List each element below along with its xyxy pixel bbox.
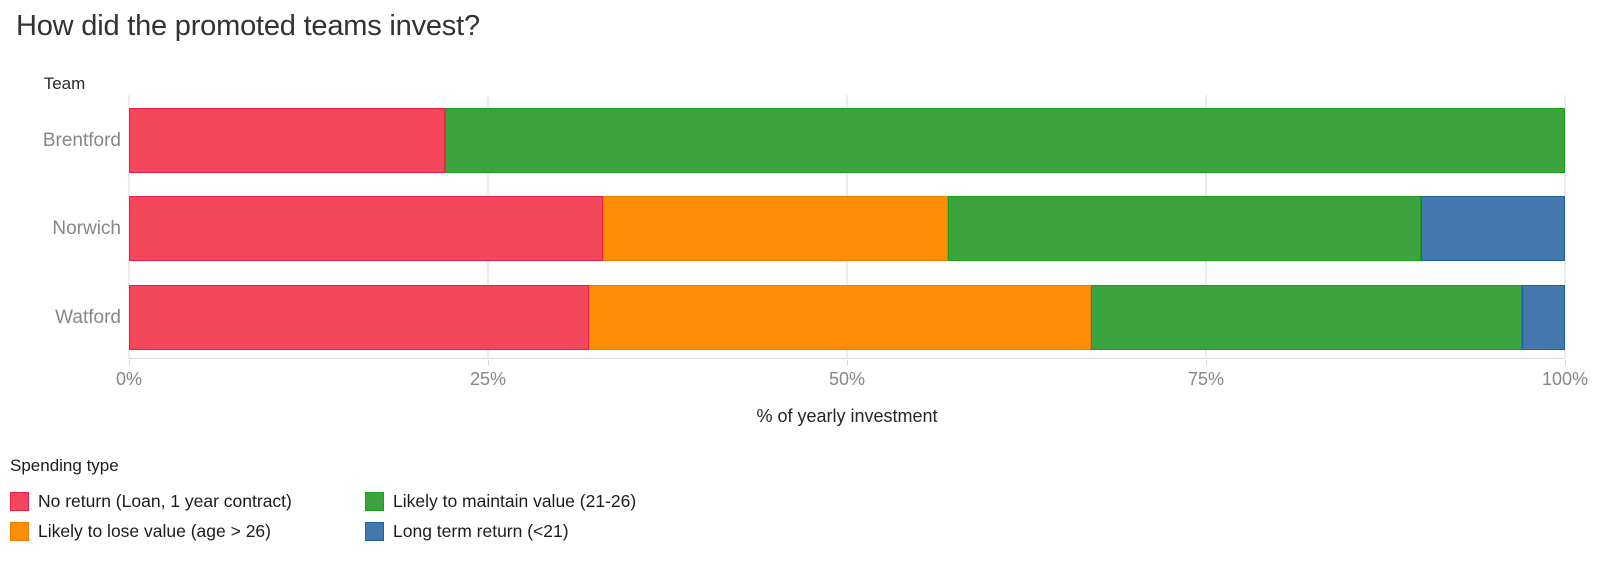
axis-tick-mark [1565,360,1566,366]
bar-segment[interactable] [602,196,948,261]
x-tick-label: 75% [1187,369,1225,389]
gridline [1564,95,1566,358]
x-tick-label: 0% [115,369,143,389]
legend-swatch-icon [365,491,384,511]
x-axis-title: % of yearly investment [756,406,938,426]
x-tick-label: 50% [828,369,866,389]
bar-segment[interactable] [947,196,1422,261]
row-label-norwich: Norwich [52,217,121,239]
axis-tick-mark [488,360,489,366]
bar-segment[interactable] [129,108,445,173]
x-tick-label: 25% [469,369,507,389]
bar-segment[interactable] [1521,285,1565,350]
legend-label: Likely to lose value (age > 26) [38,520,271,541]
row-label-brentford: Brentford [42,129,121,151]
legend-swatch-icon [10,491,29,511]
legend-swatch-icon [365,521,384,541]
bar-segment[interactable] [588,285,1092,350]
legend-items: No return (Loan, 1 year contract) Likely … [10,486,636,546]
row-label-watford: Watford [55,306,121,328]
y-axis-header: Team [43,74,86,93]
bar-row-watford [129,285,1565,350]
legend-item[interactable]: No return (Loan, 1 year contract) [10,486,365,516]
x-tick-label: 100% [1541,369,1589,389]
bar-segment[interactable] [444,108,1565,173]
bar-segment[interactable] [1421,196,1565,261]
legend-label: Long term return (<21) [393,520,569,541]
bar-row-brentford [129,108,1565,173]
bar-segment[interactable] [129,196,603,261]
axis-tick-mark [129,360,130,366]
axis-tick-mark [1206,360,1207,366]
legend-item[interactable]: Likely to maintain value (21-26) [365,486,636,516]
bar-row-norwich [129,196,1565,261]
plot-area [128,95,1566,359]
legend-label: No return (Loan, 1 year contract) [38,490,292,511]
legend-label: Likely to maintain value (21-26) [393,490,637,511]
legend: Spending type No return (Loan, 1 year co… [10,456,636,546]
chart-title: How did the promoted teams invest? [16,10,480,42]
legend-title: Spending type [10,456,119,475]
legend-swatch-icon [10,521,29,541]
bar-segment[interactable] [1091,285,1522,350]
axis-tick-mark [847,360,848,366]
bar-segment[interactable] [129,285,589,350]
legend-item[interactable]: Long term return (<21) [365,516,636,546]
legend-item[interactable]: Likely to lose value (age > 26) [10,516,365,546]
